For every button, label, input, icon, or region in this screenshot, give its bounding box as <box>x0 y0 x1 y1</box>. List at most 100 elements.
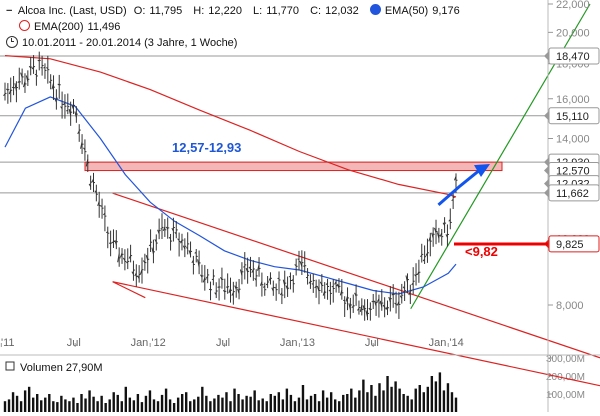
price-bar <box>142 253 147 271</box>
price-bar-open <box>431 232 434 239</box>
price-bar-open <box>71 105 74 110</box>
price-bar-open <box>117 253 120 263</box>
price-bar <box>209 281 213 301</box>
price-bar <box>63 94 67 119</box>
price-bar <box>165 217 170 239</box>
downtrend-upper-line <box>112 192 600 359</box>
high-value: 12,220 <box>208 5 242 17</box>
price-bar <box>399 283 404 304</box>
price-bar <box>422 245 427 264</box>
price-bar <box>306 268 310 285</box>
price-bar-open <box>425 252 428 256</box>
price-bar-open <box>165 226 169 230</box>
price-bar <box>68 101 73 126</box>
price-bar-open <box>180 240 183 244</box>
price-bar <box>311 273 315 293</box>
price-bar <box>154 234 158 251</box>
price-bar-open <box>368 307 371 311</box>
price-bar <box>122 249 127 271</box>
price-bar <box>425 238 429 263</box>
price-bar-open <box>145 255 149 261</box>
price-bar-open <box>328 289 331 292</box>
price-bar-open <box>402 286 406 289</box>
price-bar <box>191 255 195 275</box>
price-bar <box>148 229 153 252</box>
price-bar-open <box>200 274 203 278</box>
price-bar <box>248 256 252 278</box>
chart-header-line3: 10.01.2011 - 20.01.2014 (3 Jahre, 1 Woch… <box>6 36 237 49</box>
price-bar-open <box>314 285 317 289</box>
price-bar <box>297 250 301 271</box>
volume-panel: 300,00M 200,00M 100,00M Volumen 27,90M <box>3 354 585 412</box>
projection-arrow <box>437 168 481 207</box>
price-bar <box>291 275 295 293</box>
price-bar <box>225 273 230 294</box>
price-bar <box>145 247 150 274</box>
price-bar <box>277 271 281 295</box>
price-bar <box>448 208 452 230</box>
price-bar <box>137 265 141 283</box>
price-bar <box>285 276 290 297</box>
price-bar-open <box>126 261 128 264</box>
price-bar <box>151 239 155 264</box>
price-bar <box>391 284 395 308</box>
price-bar <box>314 279 318 298</box>
price-bar <box>231 281 235 305</box>
price-bar-open <box>128 255 132 259</box>
price-bar-open <box>217 286 220 288</box>
collapse-icon[interactable]: − <box>6 5 13 17</box>
price-bar <box>374 290 378 316</box>
price-bar <box>74 106 78 123</box>
price-bar <box>126 248 130 270</box>
price-bar <box>188 241 193 258</box>
price-bar-open <box>234 285 237 290</box>
price-bar <box>157 218 161 240</box>
price-bar-open <box>419 255 423 258</box>
price-bar <box>28 57 33 76</box>
price-bar <box>94 184 98 202</box>
x-tick-label: '11 <box>1 337 15 349</box>
price-bar-open <box>3 93 6 97</box>
price-bar <box>234 281 238 298</box>
y-tick-label: 16,000 <box>556 94 590 106</box>
price-bar <box>160 213 164 240</box>
price-bar <box>319 274 324 293</box>
price-bar <box>325 278 330 300</box>
ema-line-ema50 <box>4 96 457 295</box>
price-bar <box>368 302 372 321</box>
price-bar-open <box>322 290 326 296</box>
price-bar-open <box>31 66 34 70</box>
price-bar <box>439 229 444 246</box>
volume-collapse-icon <box>5 361 15 371</box>
price-bar <box>331 279 335 303</box>
price-bar <box>48 74 53 90</box>
x-tick-label: Jan '14 <box>429 337 464 349</box>
y-tick-label: 14,000 <box>556 133 590 145</box>
price-bar-open <box>379 300 383 308</box>
price-bar <box>71 99 76 114</box>
price-bar <box>171 217 175 242</box>
y-tick-label: 8,000 <box>556 300 584 312</box>
open-value: 11,795 <box>149 5 183 17</box>
price-bar-open <box>134 272 137 277</box>
price-bar <box>111 229 115 248</box>
ema50-value: 9,176 <box>432 5 460 17</box>
price-bar <box>103 205 107 232</box>
open-label: O: <box>133 5 146 17</box>
y-tick-label: 22,000 <box>556 0 590 11</box>
price-bar <box>162 218 167 237</box>
price-bar-open <box>185 247 188 249</box>
x-tick-label: Jul <box>216 337 230 349</box>
price-bar-open <box>351 306 354 308</box>
price-bar <box>134 264 138 287</box>
price-bar <box>31 55 36 74</box>
price-bar-open <box>77 130 80 135</box>
price-bar-open <box>140 269 143 275</box>
price-bar <box>14 81 18 103</box>
ema50-legend-icon <box>369 4 381 15</box>
price-bar <box>25 70 30 87</box>
price-bar <box>37 51 41 71</box>
price-bar <box>128 244 133 263</box>
price-bar <box>66 93 70 115</box>
